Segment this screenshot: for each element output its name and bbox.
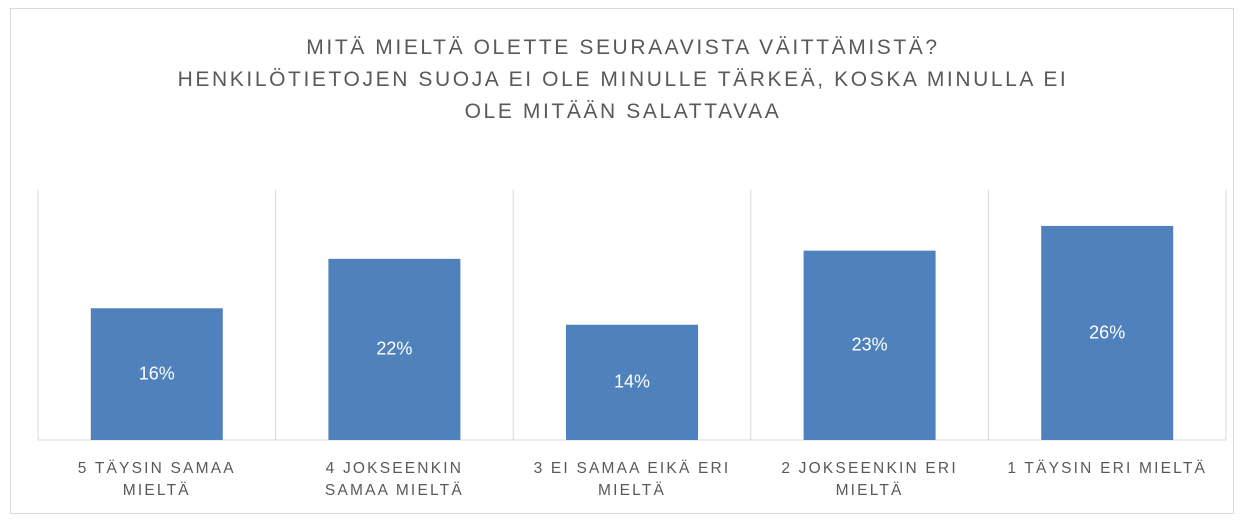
- x-tick-label: 1 TÄYSIN ERI MIELTÄ: [1007, 460, 1208, 477]
- bar: [566, 324, 698, 440]
- bar: [328, 258, 461, 440]
- value-label: 23%: [851, 334, 888, 355]
- bar: [803, 250, 936, 440]
- chart-title: MITÄ MIELTÄ OLETTE SEURAAVISTA VÄITTÄMIS…: [306, 36, 940, 59]
- chart-frame: [10, 8, 1234, 514]
- value-label: 16%: [138, 363, 175, 384]
- x-tick-label: 3 EI SAMAA EIKÄ ERI MIELTÄ: [533, 460, 731, 499]
- bar: [90, 308, 223, 440]
- x-tick-label: 5 TÄYSIN SAMAA MIELTÄ: [77, 460, 236, 499]
- value-label: 26%: [1089, 322, 1126, 343]
- bar: [1041, 225, 1174, 440]
- x-tick-label: 4 JOKSEENKIN SAMAA MIELTÄ: [324, 460, 464, 499]
- value-label: 14%: [613, 371, 651, 392]
- value-label: 22%: [376, 338, 413, 359]
- chart-subtitle: HENKILÖTIETOJEN SUOJA EI OLE MINULLE TÄR…: [177, 68, 1069, 123]
- x-tick-label: 2 JOKSEENKIN ERI MIELTÄ: [781, 460, 958, 499]
- titles: MITÄ MIELTÄ OLETTE SEURAAVISTA VÄITTÄMIS…: [0, 32, 1246, 128]
